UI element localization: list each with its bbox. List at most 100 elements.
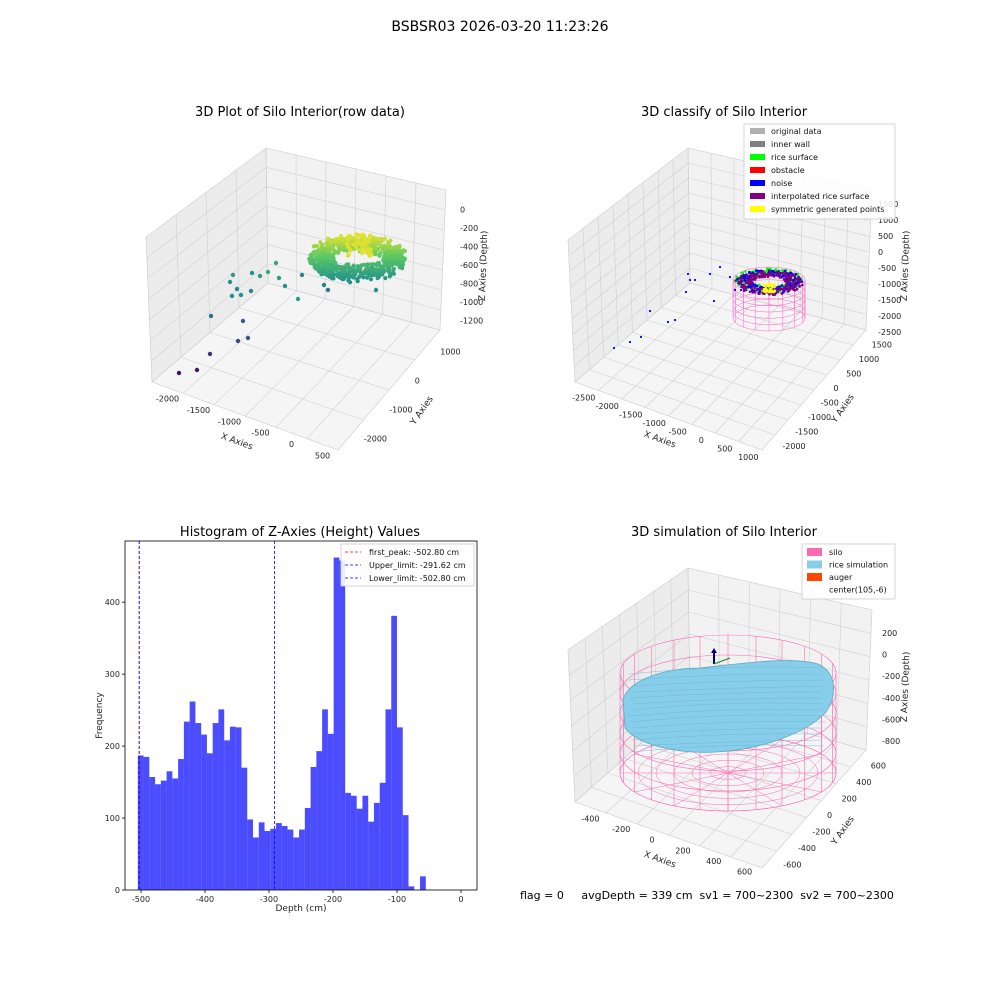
data-point (750, 281, 753, 285)
histogram-bar (356, 808, 363, 890)
x-axis-label: Depth (cm) (275, 904, 326, 914)
data-point (397, 253, 403, 258)
floor-gridline (761, 749, 867, 869)
data-point (771, 293, 775, 297)
data-point (400, 266, 405, 271)
legend-swatch (750, 141, 765, 147)
data-point (376, 274, 381, 279)
back-gridline (688, 589, 872, 634)
back-gridline (267, 263, 441, 311)
plot-title: 3D Plot of Silo Interior(row data) (195, 105, 405, 120)
data-point (751, 278, 755, 281)
z-tick-label: -1200 (460, 317, 483, 326)
back-gridline (689, 237, 869, 284)
side-gridline (627, 193, 633, 333)
data-point (311, 244, 316, 249)
data-point (389, 251, 394, 256)
data-point (766, 275, 770, 279)
z-tick-label: 500 (878, 232, 893, 241)
data-point (388, 272, 393, 277)
data-point (754, 273, 757, 276)
data-point (351, 264, 356, 269)
data-point (750, 275, 753, 278)
data-point (345, 244, 350, 249)
data-point (375, 261, 380, 266)
data-point (793, 288, 797, 292)
x-tick-label: -200 (324, 895, 342, 904)
z-tick-label: 0 (460, 205, 465, 214)
histogram-bar (408, 886, 415, 890)
data-point (329, 265, 334, 270)
data-point (235, 338, 241, 344)
y-tick-label: 0 (827, 811, 832, 820)
y-tick-label: 500 (846, 369, 861, 378)
back-gridline (689, 222, 869, 269)
data-point (276, 275, 282, 281)
legend-label: first_peak: -502.80 cm (369, 548, 459, 557)
side-gridline (145, 147, 267, 238)
data-point (394, 250, 399, 255)
legend-label: rice simulation (829, 561, 888, 570)
noise-point (728, 275, 732, 279)
data-point (740, 285, 743, 289)
data-point (734, 279, 738, 282)
data-point (755, 276, 758, 280)
data-point (782, 286, 786, 290)
side-gridline (574, 267, 690, 367)
legend-swatch (807, 548, 822, 556)
legend-label: inner wall (771, 140, 810, 149)
data-point (401, 256, 406, 261)
data-point (765, 269, 768, 273)
z-tick-label: -500 (878, 264, 896, 273)
silo-floor-wire (727, 772, 783, 807)
side-gridline (569, 177, 689, 272)
data-point (357, 233, 362, 238)
y-tick-label: 1000 (859, 355, 879, 364)
data-point (738, 280, 742, 284)
side-gridline (149, 224, 268, 321)
data-point (776, 271, 780, 274)
data-point (783, 271, 787, 275)
histogram-bar (299, 829, 305, 890)
data-point (355, 265, 360, 270)
data-point (373, 245, 378, 250)
data-point (351, 270, 357, 275)
data-point (348, 274, 353, 279)
histogram-bar (172, 778, 179, 890)
data-point (319, 259, 324, 264)
data-point (773, 289, 777, 293)
histogram-bar (206, 753, 213, 890)
data-point (385, 262, 391, 267)
data-point (784, 288, 787, 291)
data-point (338, 233, 344, 239)
data-point (364, 248, 369, 253)
back-gridline (265, 147, 447, 191)
data-point (797, 276, 801, 280)
legend-label: original data (771, 127, 822, 136)
silo-floor-wire (634, 772, 729, 793)
noise-point (666, 320, 670, 324)
histogram-bar (293, 837, 300, 890)
data-point (245, 335, 251, 341)
z-tick-label: -400 (882, 694, 900, 703)
floor-gridline (675, 295, 854, 346)
noise-point (718, 265, 722, 269)
side-gridline (657, 170, 662, 308)
side-gridline (687, 147, 691, 284)
histogram-bar (229, 726, 236, 890)
back-gridline (688, 633, 870, 681)
data-point (743, 284, 746, 287)
side-gridline (582, 228, 590, 370)
data-point (741, 271, 744, 275)
data-point (317, 266, 322, 272)
side-gridline (574, 282, 691, 383)
x-tick-label: -2000 (156, 395, 179, 404)
data-point (383, 236, 388, 241)
noise-point (733, 288, 737, 292)
data-point (768, 270, 772, 273)
data-point (371, 273, 376, 278)
histogram-bar (287, 829, 294, 890)
histogram-bar (201, 734, 207, 890)
data-point (788, 288, 792, 291)
